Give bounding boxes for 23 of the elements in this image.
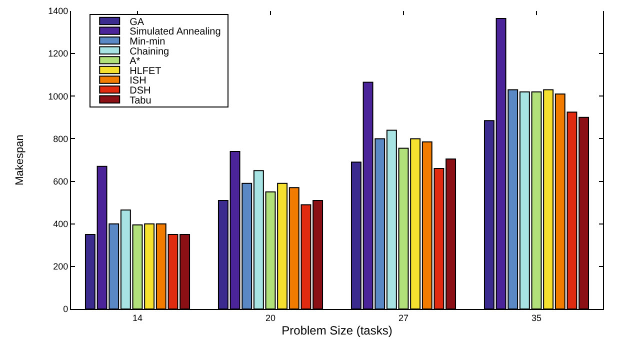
y-axis-title: Makespan (14, 134, 26, 186)
legend-label: Tabu (130, 95, 152, 106)
y-tick-label: 200 (53, 262, 68, 272)
x-axis-title: Problem Size (tasks) (282, 324, 392, 338)
y-tick-label: 400 (53, 219, 68, 230)
y-tick-label: 600 (53, 176, 68, 186)
x-tick-label: 27 (398, 312, 409, 323)
y-tick-label: 800 (53, 134, 68, 144)
y-tick-label: 0 (63, 304, 68, 314)
legend-label: A* (130, 56, 140, 68)
legend-label: GA (130, 16, 144, 28)
y-tick-label: 1000 (48, 91, 68, 102)
legend-label: ISH (130, 76, 146, 87)
x-tick-label: 35 (531, 312, 542, 323)
y-tick-label: 1400 (48, 6, 68, 16)
legend-label: Chaining (130, 46, 170, 58)
x-tick-label: 14 (132, 312, 143, 323)
legend-label: Min-min (130, 36, 166, 48)
x-tick-label: 20 (265, 312, 276, 323)
legend-label: HLFET (130, 66, 162, 77)
legend-label: DSH (130, 85, 151, 96)
y-tick-label: 1200 (48, 48, 68, 59)
legend-label: Simulated Annealing (130, 26, 221, 38)
